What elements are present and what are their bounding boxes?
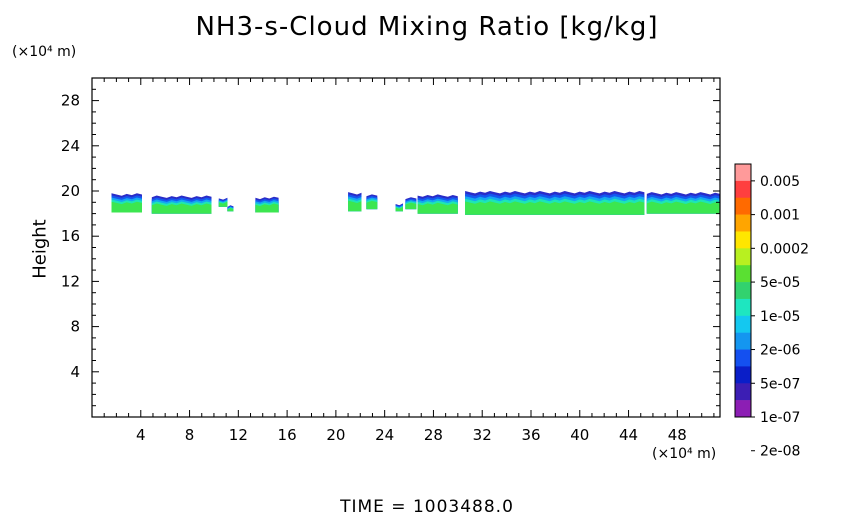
colorbar-segment (735, 164, 751, 182)
cloud-layer (111, 191, 720, 215)
cloud-band (111, 201, 142, 213)
colorbar-label: 0.005 (760, 174, 800, 190)
colorbar-segment (735, 282, 751, 300)
colorbar-label: 0.0002 (760, 241, 809, 257)
cloud-segment (111, 193, 142, 213)
cloud-segment (417, 194, 458, 214)
cloud-band (348, 200, 362, 212)
cloud-band (417, 202, 458, 214)
x-tick-label: 40 (570, 426, 589, 444)
cloud-band (366, 200, 378, 210)
cloud-segment (646, 192, 720, 214)
x-tick-label: 12 (229, 426, 248, 444)
cloud-segment (218, 197, 228, 207)
colorbar-segment (735, 400, 751, 418)
x-tick-label: 48 (668, 426, 687, 444)
colorbar-label: 2e-08 (760, 444, 800, 460)
axis-ticks (92, 78, 720, 417)
x-tick-label: 4 (136, 426, 146, 444)
colorbar-segment (735, 366, 751, 384)
y-tick-label: 4 (70, 363, 80, 381)
x-axis-scale-note: (×10⁴ m) (652, 446, 717, 462)
colorbar-segment (735, 197, 751, 215)
x-tick-label: 32 (473, 426, 492, 444)
cloud-segment (348, 192, 362, 212)
cloud-segment (255, 196, 279, 213)
y-tick-label: 28 (61, 92, 80, 110)
y-axis-scale-note: (×10⁴ m) (12, 44, 77, 60)
cloud-band (151, 203, 212, 214)
colorbar-frame (734, 163, 752, 418)
cloud-segment (395, 203, 403, 212)
colorbar: 0.005 0.001 0.0002 5e-05 1e-05 2e-06 5e-07 1e-0… (734, 163, 809, 460)
x-tick-label: 24 (375, 426, 394, 444)
colorbar-segment (735, 315, 751, 333)
colorbar-segment (735, 298, 751, 317)
x-tick-label: 28 (424, 426, 443, 444)
x-tick-label: 20 (326, 426, 345, 444)
cloud-segment (405, 197, 417, 210)
y-tick-label: 8 (70, 318, 80, 336)
colorbar-label: 1e-07 (760, 410, 800, 426)
colorbar-segment (735, 349, 751, 367)
cloud-band (255, 203, 279, 213)
colorbar-label: 1e-05 (760, 309, 800, 325)
cloud-band (218, 201, 228, 207)
x-tick-label: 8 (185, 426, 195, 444)
colorbar-segment (735, 332, 751, 350)
cloud-segment (227, 205, 234, 212)
x-tick-label: 16 (278, 426, 297, 444)
y-tick-label: 16 (61, 227, 80, 245)
y-tick-labels: 4 8 12 16 20 24 28 (61, 92, 80, 381)
colorbar-segment (735, 180, 751, 199)
cloud-band (395, 206, 403, 212)
colorbar-segment (735, 214, 751, 232)
cloud-band (227, 208, 234, 212)
cloud-segment (366, 194, 378, 210)
x-tick-labels: 4 8 12 16 20 24 28 32 36 40 44 48 (136, 426, 687, 444)
cloud-segment (465, 191, 645, 215)
chart-title: NH3-s-Cloud Mixing Ratio [kg/kg] (195, 12, 659, 42)
cloud-band (405, 202, 417, 210)
colorbar-segment (735, 383, 751, 401)
cloud-band (465, 201, 645, 215)
time-footer: TIME = 1003488.0 (340, 497, 514, 517)
colorbar-label: 5e-05 (760, 275, 800, 291)
y-axis-label: Height (29, 219, 51, 279)
colorbar-label: 2e-06 (760, 343, 800, 359)
x-tick-label: 36 (521, 426, 540, 444)
colorbar-segment (735, 265, 751, 283)
colorbar-label: 0.001 (760, 208, 800, 224)
colorbar-label: 5e-07 (760, 376, 800, 392)
cloud-segment (151, 195, 212, 214)
plot-frame (91, 77, 721, 418)
colorbar-segment (735, 248, 751, 266)
y-tick-label: 12 (61, 272, 80, 290)
x-tick-label: 44 (619, 426, 638, 444)
y-tick-label: 20 (61, 182, 80, 200)
cloud-band (646, 201, 720, 214)
colorbar-segment (735, 231, 751, 249)
y-tick-label: 24 (61, 137, 80, 155)
